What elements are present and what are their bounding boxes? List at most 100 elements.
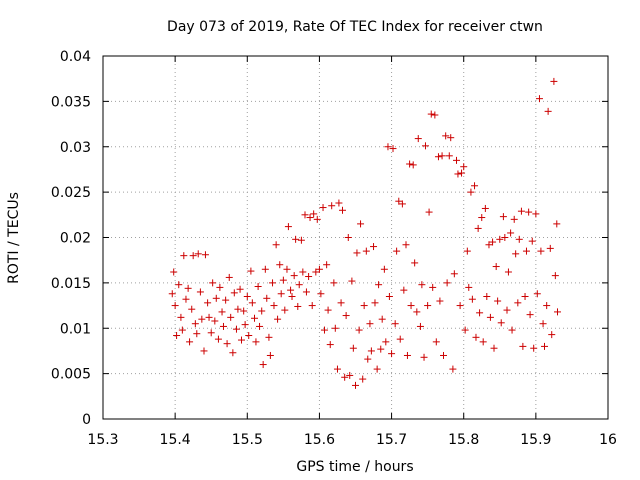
data-point [243, 292, 251, 300]
data-point [371, 299, 379, 307]
data-point [532, 210, 540, 218]
data-point [380, 265, 388, 273]
data-point [333, 365, 341, 373]
data-point [330, 279, 338, 287]
data-point [382, 338, 390, 346]
data-point [223, 340, 231, 348]
data-point [467, 188, 475, 196]
data-point [367, 347, 375, 355]
data-point [391, 320, 399, 328]
data-point [418, 281, 426, 289]
data-point [306, 214, 314, 222]
data-point [319, 204, 327, 212]
data-point [201, 251, 209, 259]
data-point [377, 345, 385, 353]
data-point [342, 312, 350, 320]
y-tick-label: 0.005 [51, 367, 91, 383]
data-point [308, 302, 316, 310]
data-point [227, 313, 235, 321]
data-point [171, 302, 179, 310]
data-point [525, 208, 533, 216]
data-point [324, 306, 332, 314]
data-point [200, 347, 208, 355]
data-point [456, 302, 464, 310]
data-point [272, 241, 280, 249]
data-point [492, 263, 500, 271]
data-point [458, 169, 466, 177]
data-point [222, 296, 230, 304]
data-point [277, 290, 285, 298]
data-point [454, 170, 462, 178]
x-tick-label: 15.9 [520, 432, 551, 448]
data-point [297, 236, 305, 244]
data-point [281, 306, 289, 314]
data-point [331, 324, 339, 332]
data-point [373, 365, 381, 373]
data-point [245, 332, 253, 340]
data-point [539, 320, 547, 328]
data-point [544, 107, 552, 115]
data-point [530, 344, 538, 352]
data-point [353, 249, 361, 257]
data-point [501, 234, 509, 241]
data-point [395, 197, 403, 205]
data-point [346, 371, 354, 379]
data-point [209, 279, 217, 287]
data-point [490, 344, 498, 352]
data-point [170, 268, 178, 276]
y-tick-label: 0 [82, 412, 91, 428]
chart-title: Day 073 of 2019, Rate Of TEC Index for r… [167, 19, 543, 35]
data-point [479, 338, 487, 346]
x-tick-label: 15.8 [448, 432, 479, 448]
data-point [188, 305, 196, 313]
data-point [261, 265, 269, 273]
data-points [168, 77, 561, 389]
data-point [512, 250, 520, 258]
data-point [229, 349, 237, 357]
data-point [352, 381, 359, 389]
data-point [400, 286, 408, 294]
data-point [385, 292, 393, 300]
data-point [497, 319, 505, 327]
data-point [414, 135, 422, 143]
data-point [416, 322, 424, 330]
data-point [522, 247, 530, 255]
data-point [440, 351, 448, 359]
data-point [474, 224, 482, 232]
data-point [241, 321, 249, 329]
data-point [526, 311, 534, 319]
data-point [205, 313, 213, 321]
data-point [463, 247, 471, 255]
data-point [294, 302, 302, 310]
data-point [180, 252, 188, 260]
data-point [184, 284, 192, 292]
data-point [431, 111, 439, 119]
data-point [389, 145, 397, 153]
data-point [191, 320, 199, 328]
data-point [279, 276, 287, 284]
data-point [274, 315, 282, 323]
x-tick-label: 15.4 [160, 432, 191, 448]
data-point [299, 268, 307, 276]
data-point [425, 208, 433, 216]
data-point [486, 313, 494, 321]
y-axis-label: ROTI / TECUs [6, 192, 22, 284]
data-point [370, 243, 378, 251]
data-point [507, 229, 515, 237]
data-point [357, 220, 365, 228]
data-point [471, 182, 479, 190]
data-point [449, 365, 457, 373]
data-point [443, 279, 451, 287]
data-point [269, 279, 277, 287]
x-axis-label: GPS time / hours [296, 459, 413, 475]
data-point [483, 292, 491, 300]
data-point [468, 295, 476, 303]
data-point [198, 315, 206, 323]
data-point [411, 259, 419, 267]
data-point [420, 353, 428, 361]
data-point [472, 333, 480, 341]
data-point [409, 161, 417, 169]
data-point [393, 247, 401, 255]
data-point [521, 292, 529, 300]
data-point [427, 110, 435, 118]
